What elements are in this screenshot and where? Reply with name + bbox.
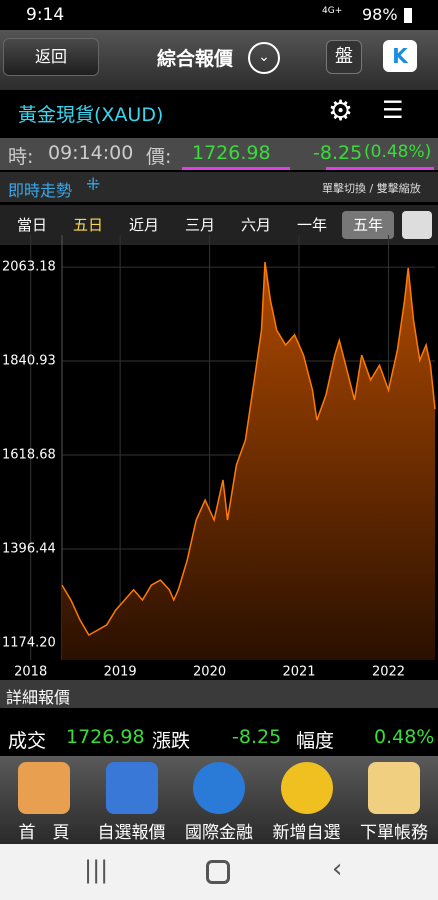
chart: 2018 2019 2020 2021 2022 1174.20 1396.44 1618.6… [2, 235, 436, 680]
detail-value: 0.48% [374, 726, 435, 748]
home[interactable] [206, 860, 230, 884]
nav-label[interactable]: 國際金融 [185, 823, 253, 843]
back[interactable]: ‹ [332, 854, 343, 884]
x-tick-label: 2021 [282, 665, 315, 680]
period-tabs: 當日 五日 近月 三月 六月 一年 五年 [0, 205, 438, 245]
y-tick-label: 2063.18 [2, 260, 56, 275]
detail-label: 成交 [8, 730, 47, 752]
k-button[interactable]: K [383, 40, 417, 72]
bottom-nav: 首 頁 自選報價 國際金融 新增自選 下單帳務 [0, 756, 438, 844]
header-title: 綜合報價 [157, 48, 234, 70]
x-tick-label: 2019 [104, 665, 137, 680]
underline [326, 167, 434, 170]
y-tick-label: 1174.20 [2, 636, 56, 651]
detail-value: -8.25 [232, 726, 282, 748]
board-button[interactable]: 盤 [326, 40, 362, 74]
nav-label[interactable]: 首 頁 [18, 823, 70, 843]
nav-label[interactable]: 下單帳務 [360, 823, 428, 843]
area [62, 262, 435, 660]
period-tab[interactable]: 一年 [296, 216, 327, 234]
quote-price: 1726.98 [192, 142, 271, 164]
nav-icon[interactable] [18, 762, 70, 814]
period-tab[interactable]: 近月 [128, 216, 159, 234]
collapse-icon[interactable]: ⁜ [86, 175, 101, 195]
time-label: 時: [8, 146, 34, 168]
detail-value: 1726.98 [66, 726, 145, 748]
x-tick-label: 2020 [193, 665, 226, 680]
nav-icon[interactable] [280, 762, 333, 814]
y-tick-label: 1840.93 [2, 354, 56, 369]
dropdown[interactable]: ⌄ [248, 42, 280, 74]
battery: 98% [362, 5, 398, 24]
quote-bar: 時: 09:14:00 價: 1726.98 -8.25 (0.48%) [0, 138, 438, 170]
quote-change-pct: (0.48%) [364, 142, 432, 162]
detail-header: 詳細報價 [0, 680, 438, 708]
x-tick-label: 2018 [14, 665, 47, 680]
instrument-bar: 黃金現貨(XAUD) ⚙ ☰ [0, 90, 438, 136]
underline [182, 167, 290, 170]
sort-icon[interactable]: ☰ [382, 96, 404, 124]
system-nav: ||| ‹ [0, 844, 438, 900]
line [61, 261, 436, 637]
nav-icon[interactable] [105, 762, 158, 814]
status-bar: 9:14 4G+ 98% [0, 0, 438, 30]
period-tab[interactable]: 六月 [240, 216, 271, 234]
detail-label: 漲跌 [152, 730, 191, 752]
recents[interactable]: ||| [84, 856, 109, 884]
nav-label[interactable]: 自選報價 [97, 823, 166, 843]
back-button[interactable]: 返回 [3, 38, 99, 76]
battery-icon [404, 8, 412, 23]
network: 4G+ [322, 6, 343, 16]
trend-title: 即時走勢 [8, 181, 73, 200]
detail-row: 成交 1726.98 漲跌 -8.25 幅度 0.48% [0, 712, 438, 756]
period-tab[interactable]: 三月 [184, 216, 215, 234]
period-tab[interactable]: 當日 [16, 216, 47, 234]
rotate-icon[interactable] [402, 211, 432, 239]
detail-label: 幅度 [296, 730, 335, 752]
trend-bar: 即時走勢 ⁜ 單擊切換 / 雙擊縮放 [0, 172, 438, 202]
period-tab[interactable]: 五年 [342, 211, 394, 239]
y-tick-label: 1396.44 [2, 542, 56, 557]
price-label: 價: [146, 146, 172, 168]
header: 返回 綜合報價 ⌄ 盤 K [0, 30, 438, 90]
y-tick-label: 1618.68 [2, 448, 56, 463]
trend-hint: 單擊切換 / 雙擊縮放 [322, 182, 421, 195]
period-tab[interactable]: 五日 [72, 216, 103, 234]
detail-title: 詳細報價 [6, 688, 71, 707]
x-tick-label: 2022 [372, 665, 405, 680]
settings-icon[interactable]: ⚙ [328, 94, 354, 127]
quote-time: 09:14:00 [48, 142, 134, 164]
nav-icon[interactable] [193, 762, 245, 814]
quote-change: -8.25 [313, 142, 363, 164]
clock: 9:14 [26, 5, 65, 25]
nav-label[interactable]: 新增自選 [272, 823, 341, 843]
instrument-name: 黃金現貨(XAUD) [18, 104, 164, 126]
nav-icon[interactable] [368, 762, 420, 814]
